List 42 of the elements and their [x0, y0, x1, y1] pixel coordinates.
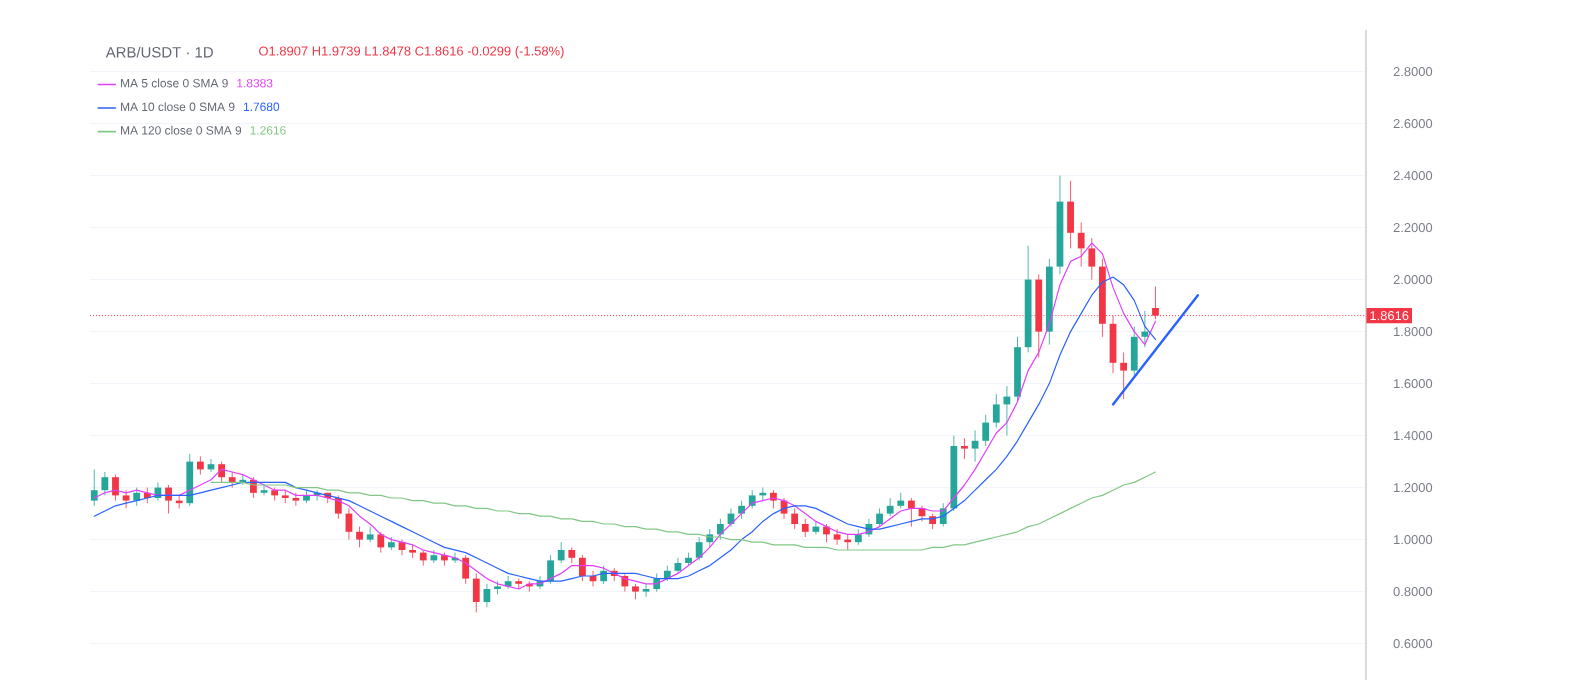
candlestick [494, 580, 501, 595]
candlestick [409, 544, 417, 559]
candlestick [1067, 180, 1074, 249]
candlestick [165, 484, 172, 514]
candlestick [112, 474, 119, 501]
candlestick [196, 456, 204, 475]
candlestick [218, 461, 225, 483]
candlestick [1077, 222, 1085, 267]
candlestick [812, 521, 820, 535]
candlestick [101, 471, 109, 496]
candlestick [186, 453, 194, 507]
candlestick [90, 469, 98, 507]
candlestick [738, 500, 745, 520]
candlestick [971, 430, 979, 462]
candlestick [472, 573, 480, 613]
candlestick [377, 531, 385, 553]
candlestick [579, 554, 586, 582]
candlestick [504, 575, 512, 590]
candlestick [292, 492, 300, 507]
candlestick [462, 554, 470, 585]
candlestick [695, 536, 703, 561]
candlestick [791, 508, 799, 530]
candlestick [356, 526, 363, 548]
candlestick [1120, 352, 1128, 400]
candlestick [122, 489, 130, 509]
candlestick [1141, 310, 1149, 348]
candlestick [1130, 326, 1138, 377]
candlestick [281, 489, 289, 504]
candlestick [982, 414, 990, 447]
candlestick [674, 557, 682, 574]
candlestick [833, 528, 841, 546]
candlestick [876, 508, 883, 527]
candlestick [907, 497, 915, 527]
candlestick [260, 484, 268, 496]
candlestick [557, 541, 565, 564]
candlestick [992, 393, 1000, 429]
candlestick [801, 518, 809, 538]
candlestick [642, 583, 650, 598]
candlestick [547, 554, 554, 585]
candlestick [961, 437, 968, 460]
candlestick [1088, 237, 1096, 280]
candlestick [886, 497, 894, 517]
